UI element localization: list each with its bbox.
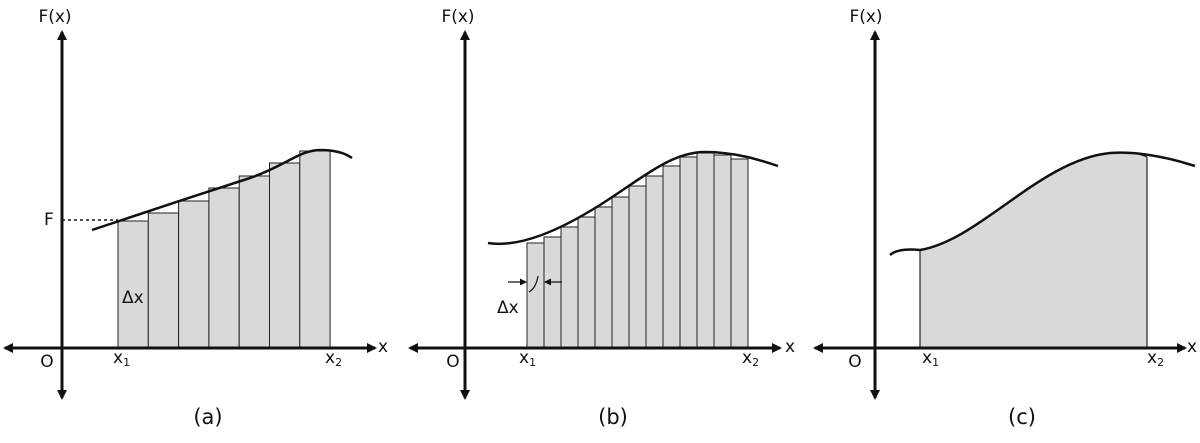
label-base: x xyxy=(1147,348,1157,368)
x1-label: x1 xyxy=(519,348,536,369)
area xyxy=(919,151,1148,349)
strip xyxy=(526,242,545,349)
x2-label: x2 xyxy=(325,348,342,369)
strip xyxy=(594,206,613,349)
strips xyxy=(117,150,749,349)
label-base: x xyxy=(922,348,932,368)
origin-label: O xyxy=(848,352,861,372)
curve xyxy=(91,148,353,232)
y-axis-label: F(x) xyxy=(849,7,882,27)
curve xyxy=(487,150,779,246)
label-base: x xyxy=(325,348,335,368)
label-base: x xyxy=(742,348,752,368)
y-axis-label: F(x) xyxy=(38,7,71,27)
label-sub: 1 xyxy=(123,356,130,369)
pointer xyxy=(528,275,539,293)
width-label: Δx xyxy=(122,288,144,308)
strip xyxy=(730,158,749,349)
strip xyxy=(147,212,180,349)
caption: (a) xyxy=(193,405,222,429)
strip xyxy=(696,152,715,349)
strip xyxy=(299,150,331,349)
label-sub: 2 xyxy=(1157,356,1164,369)
label-base: x xyxy=(519,348,529,368)
labels: F(x)xO(a)x1 x2F(x)xO(b)x1 x2F(x)xO(c)x1 x2 xyxy=(38,7,1197,429)
label-sub: 2 xyxy=(335,356,342,369)
x-axis-label: x xyxy=(785,337,795,357)
label-sub: 2 xyxy=(752,356,759,369)
label-sub: 1 xyxy=(529,356,536,369)
strip xyxy=(645,175,664,349)
x1-label: x1 xyxy=(922,348,939,369)
x-axis-label: x xyxy=(1187,337,1197,357)
origin-label: O xyxy=(40,352,53,372)
strip xyxy=(662,165,681,349)
strip xyxy=(611,196,630,349)
strip xyxy=(269,162,301,349)
level-label: F xyxy=(44,210,54,230)
caption: (c) xyxy=(1008,405,1036,429)
label-sub: 1 xyxy=(932,356,939,369)
strip xyxy=(117,220,149,349)
strip xyxy=(679,156,698,349)
strip xyxy=(628,185,647,349)
strip xyxy=(208,187,240,349)
y-axis-label: F(x) xyxy=(441,7,474,27)
strip xyxy=(178,200,210,349)
strip xyxy=(713,154,732,349)
strip xyxy=(560,226,579,349)
x-axis-label: x xyxy=(378,337,388,357)
strip xyxy=(577,216,596,349)
width-label: Δx xyxy=(497,298,519,318)
strip xyxy=(238,175,270,349)
caption: (b) xyxy=(598,405,628,429)
origin-label: O xyxy=(446,352,459,372)
x2-label: x2 xyxy=(742,348,759,369)
label-base: x xyxy=(113,348,123,368)
x2-label: x2 xyxy=(1147,348,1164,369)
x1-label: x1 xyxy=(113,348,130,369)
strip xyxy=(543,236,562,349)
curve xyxy=(889,151,1196,256)
